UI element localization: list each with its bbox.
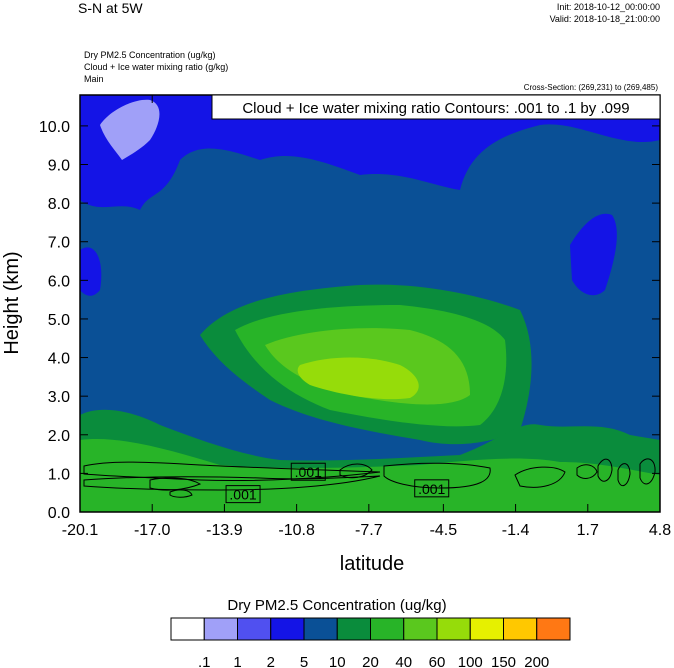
pm25-contour-100-region xyxy=(297,357,419,400)
field-name-cloud: Cloud + Ice water mixing ratio (g/kg) xyxy=(84,62,229,72)
pm25-surface-40-region xyxy=(80,439,660,512)
contour-info-text: Cloud + Ice water mixing ratio Contours:… xyxy=(242,100,629,117)
cloud-ice-contour xyxy=(514,466,566,488)
y-tick-label: 0.0 xyxy=(48,505,70,522)
colorbar-level-label: 10 xyxy=(329,654,346,668)
contour-label-box xyxy=(290,462,326,481)
colorbar-level-label: .1 xyxy=(198,654,211,668)
colorbar-title: Dry PM2.5 Concentration (ug/kg) xyxy=(227,597,447,614)
colorbar-level-label: 60 xyxy=(429,654,446,668)
colorbar-swatch xyxy=(436,617,471,641)
field-name-pm25: Dry PM2.5 Concentration (ug/kg) xyxy=(84,50,216,60)
x-axis: -20.1 -17.0 -13.9 -10.8 -7.7 -4.5 -1.4 1.7 4.8 xyxy=(62,95,671,539)
y-tick-label: 10.0 xyxy=(39,119,70,136)
x-tick-label: 4.8 xyxy=(649,522,671,539)
cross-section-label: Cross-Section: (269,231) to (269,485) xyxy=(523,83,658,92)
colorbar-level-label: 100 xyxy=(458,654,483,668)
y-axis-title: Height (km) xyxy=(1,251,23,354)
pm25-contour-1-region xyxy=(100,99,160,160)
contour-label-box xyxy=(414,479,450,498)
plot-area xyxy=(80,95,660,512)
page-title: S-N at 5W xyxy=(78,0,143,16)
colorbar-swatch xyxy=(469,617,504,641)
init-time: Init: 2018-10-12_00:00:00 xyxy=(556,2,660,12)
cloud-ice-contour xyxy=(83,475,381,491)
contour-line-label: .001 xyxy=(229,487,256,503)
cloud-ice-contour xyxy=(597,458,613,482)
colorbar-level-label: 150 xyxy=(491,654,516,668)
colorbar-level-label: 200 xyxy=(524,654,549,668)
x-tick-label: -7.7 xyxy=(355,522,383,539)
contour-label-box xyxy=(225,485,261,504)
colorbar-level-label: 2 xyxy=(267,654,275,668)
cloud-ice-contour xyxy=(383,462,491,489)
colorbar-level-label: 40 xyxy=(395,654,412,668)
x-tick-label: -1.4 xyxy=(502,522,530,539)
pm25-contour-5-region-right xyxy=(570,213,617,296)
colorbar-swatch xyxy=(403,617,438,641)
contour-info-box: Cloud + Ice water mixing ratio Contours:… xyxy=(211,94,661,120)
colorbar-swatch xyxy=(203,617,238,641)
x-tick-label: -20.1 xyxy=(62,522,99,539)
colorbar-swatch xyxy=(503,617,538,641)
y-tick-label: 6.0 xyxy=(48,273,70,290)
y-tick-label: 5.0 xyxy=(48,312,70,329)
colorbar-swatch xyxy=(303,617,338,641)
colorbar-swatch xyxy=(536,617,571,641)
y-axis: 0.0 1.0 2.0 3.0 4.0 5.0 6.0 7.0 8.0 9.0 10.0 xyxy=(39,119,660,522)
colorbar-level-label: 1 xyxy=(233,654,241,668)
x-axis-title: latitude xyxy=(340,553,405,575)
x-tick-label: -17.0 xyxy=(134,522,171,539)
y-tick-label: 7.0 xyxy=(48,235,70,252)
y-tick-label: 2.0 xyxy=(48,428,70,445)
colorbar: .1 1 2 5 10 20 40 60 100 150 200 xyxy=(170,617,571,668)
contour-line-label: .001 xyxy=(418,481,445,497)
cloud-ice-contour xyxy=(639,458,656,485)
field-name-main: Main xyxy=(84,74,104,84)
cloud-ice-contour xyxy=(339,463,373,479)
colorbar-swatch xyxy=(370,617,405,641)
y-tick-label: 8.0 xyxy=(48,196,70,213)
cloud-ice-contour xyxy=(617,463,631,487)
colorbar-swatch xyxy=(170,617,205,641)
x-tick-label: -10.8 xyxy=(278,522,315,539)
cloud-ice-contour xyxy=(169,489,193,498)
y-tick-label: 4.0 xyxy=(48,351,70,368)
pm25-contour-5-region xyxy=(80,95,660,210)
x-tick-label: -13.9 xyxy=(206,522,243,539)
cloud-ice-contour-lines xyxy=(83,458,656,498)
pm25-contour-5-region-left xyxy=(80,247,102,296)
colorbar-swatch xyxy=(270,617,305,641)
valid-time: Valid: 2018-10-18_21:00:00 xyxy=(549,14,660,24)
colorbar-swatch xyxy=(336,617,371,641)
contour-line-label: .001 xyxy=(295,464,322,480)
colorbar-level-label: 20 xyxy=(362,654,379,668)
y-tick-label: 1.0 xyxy=(48,466,70,483)
cloud-ice-contour xyxy=(149,477,202,491)
colorbar-swatch xyxy=(237,617,272,641)
y-tick-label: 3.0 xyxy=(48,389,70,406)
y-tick-label: 9.0 xyxy=(48,158,70,175)
contour-line-labels: .001 .001 .001 xyxy=(225,462,450,504)
x-tick-label: -4.5 xyxy=(430,522,458,539)
cloud-ice-contour xyxy=(576,464,598,479)
x-tick-label: 1.7 xyxy=(577,522,599,539)
colorbar-level-label: 5 xyxy=(300,654,308,668)
